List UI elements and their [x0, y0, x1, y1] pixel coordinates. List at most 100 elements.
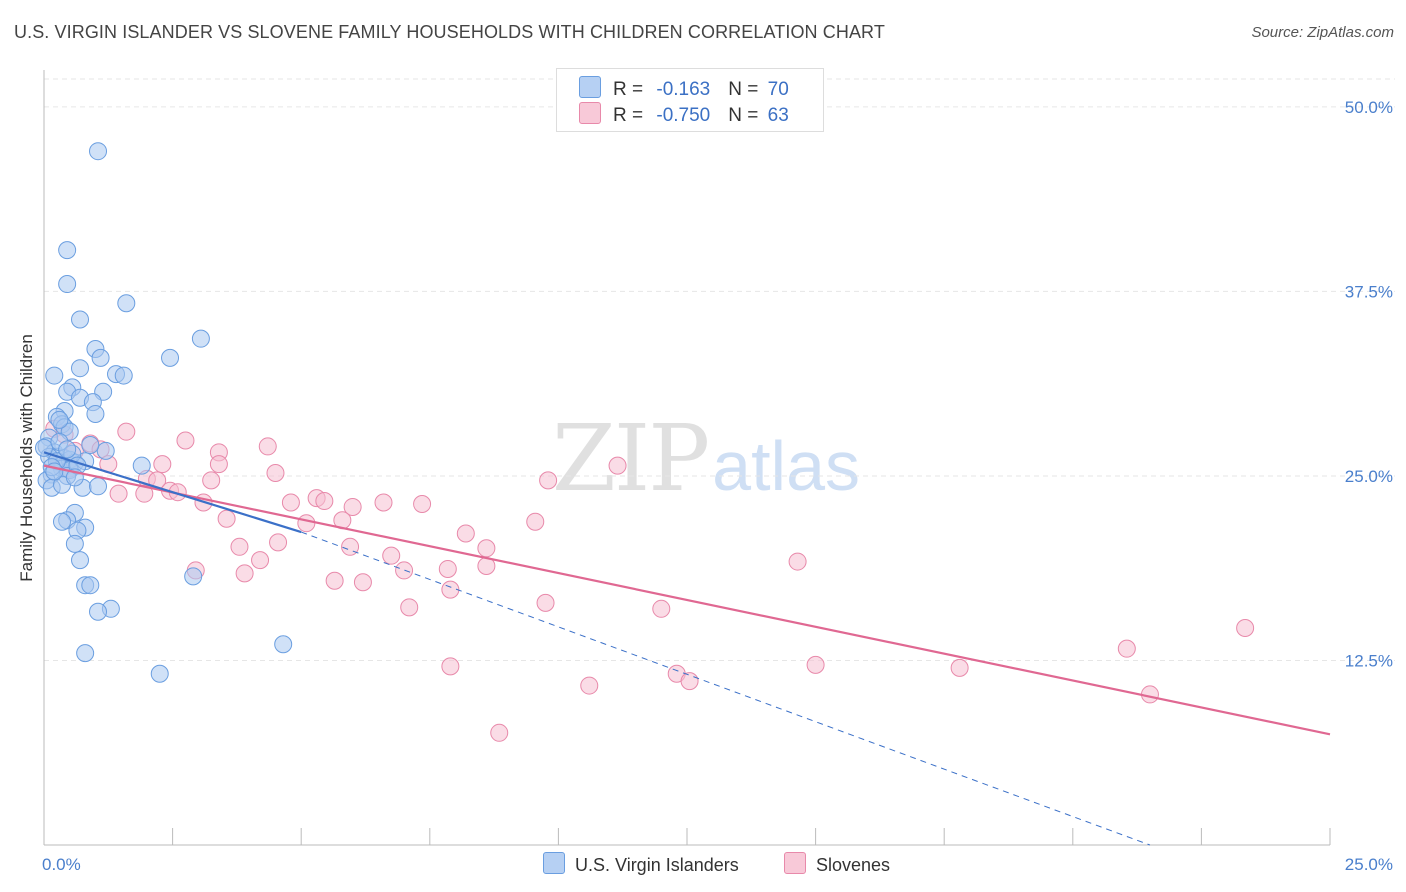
legend-n-value: 70: [767, 79, 789, 100]
slovene-point: [1117, 639, 1136, 658]
virgin-islander-point: [89, 477, 108, 496]
slovene-point: [580, 676, 599, 695]
slovene-point: [1236, 619, 1255, 637]
virgin-islander-point: [114, 366, 133, 385]
y-tick-label: 25.0%: [1345, 467, 1393, 486]
virgin-islander-point: [161, 348, 180, 367]
legend-swatch-blue: [579, 76, 601, 98]
slovene-point: [117, 422, 136, 441]
slovene-point: [153, 455, 172, 474]
slovene-point: [251, 551, 270, 570]
slovene-point: [608, 456, 627, 475]
legend-row-virgin-islanders: R = -0.163 N = 70: [579, 76, 789, 100]
legend-item-virgin-islanders[interactable]: U.S. Virgin Islanders: [543, 852, 739, 876]
virgin-islander-point: [45, 366, 64, 385]
slovene-point: [281, 493, 300, 512]
legend-swatch-blue: [543, 852, 565, 874]
slovene-point: [209, 455, 228, 474]
slovene-point: [176, 431, 195, 450]
virgin-islander-point: [191, 329, 210, 348]
legend-n-label: N =: [728, 79, 764, 100]
legend-n-label: N =: [728, 105, 764, 126]
virgin-islander-point: [184, 567, 203, 586]
y-tick-label: 37.5%: [1345, 282, 1393, 301]
x-tick-label: 25.0%: [1345, 855, 1393, 874]
virgin-islander-point: [81, 576, 100, 595]
slovene-point: [230, 537, 249, 556]
x-tick-label: 0.0%: [42, 855, 81, 874]
legend-r-label: R =: [613, 79, 649, 100]
legend-n-value: 63: [767, 105, 789, 126]
virgin-islander-point: [53, 512, 72, 531]
slovene-point: [297, 514, 316, 533]
virgin-islander-trendline: [43, 451, 302, 534]
slovene-point: [235, 564, 254, 583]
source-label: Source: ZipAtlas.com: [1251, 24, 1394, 41]
legend-r-value: -0.750: [656, 105, 711, 126]
slovene-point: [438, 559, 457, 578]
slovene-point: [217, 509, 236, 528]
slovene-point: [413, 495, 432, 513]
legend-r-label: R =: [613, 105, 649, 126]
virgin-islander-point: [274, 635, 293, 654]
slovene-point: [341, 537, 360, 556]
slovene-point: [490, 723, 509, 742]
chart-title: U.S. VIRGIN ISLANDER VS SLOVENE FAMILY H…: [14, 22, 885, 42]
slovene-point: [680, 672, 699, 691]
legend-item-label: Slovenes: [816, 855, 891, 875]
slovene-point: [400, 598, 419, 617]
virgin-islander-point: [150, 664, 169, 683]
slovene-point: [258, 437, 277, 456]
slovene-point: [788, 552, 807, 571]
slovene-point: [652, 599, 671, 618]
series-legend: U.S. Virgin Islanders Slovenes: [0, 852, 1406, 878]
slovene-point: [343, 497, 362, 516]
watermark-zip: ZIP: [552, 405, 710, 512]
virgin-islander-point: [132, 456, 151, 475]
slovene-point: [477, 539, 496, 558]
legend-item-label: U.S. Virgin Islanders: [575, 855, 739, 875]
slovene-point: [536, 593, 555, 612]
legend-row-slovenes: R = -0.750 N = 63: [579, 102, 789, 126]
slovene-point: [526, 512, 545, 531]
slovene-point: [325, 571, 344, 590]
virgin-islander-point: [35, 438, 53, 457]
virgin-islander-point: [91, 348, 110, 367]
virgin-islander-point: [71, 310, 90, 329]
slovene-point: [539, 471, 558, 490]
virgin-islander-point: [89, 142, 108, 161]
virgin-islander-point: [58, 440, 77, 459]
correlation-legend: R = -0.163 N = 70 R = -0.750 N = 63: [556, 68, 824, 132]
virgin-islander-point: [71, 551, 90, 570]
virgin-islander-point: [76, 644, 95, 663]
legend-swatch-pink: [579, 102, 601, 124]
slovene-point: [135, 484, 154, 503]
slovene-point: [269, 533, 288, 552]
slovene-point: [266, 464, 285, 482]
virgin-islander-point: [58, 275, 77, 294]
legend-item-slovenes[interactable]: Slovenes: [784, 852, 890, 876]
virgin-islander-point: [71, 359, 90, 378]
legend-r-value: -0.163: [656, 79, 711, 100]
virgin-islander-point: [50, 410, 69, 429]
virgin-islander-point: [86, 404, 105, 423]
watermark: ZIPatlas: [552, 405, 860, 512]
y-axis-label: Family Households with Children: [17, 334, 36, 582]
virgin-islander-point: [96, 441, 115, 460]
slovene-point: [950, 658, 969, 677]
virgin-islander-point: [65, 534, 84, 553]
slovene-point: [395, 561, 414, 580]
slovene-point: [109, 484, 128, 503]
slovene-point: [806, 655, 825, 674]
y-tick-label: 50.0%: [1345, 98, 1393, 117]
slovene-point: [374, 493, 393, 512]
virgin-islander-point: [58, 241, 77, 260]
virgin-islander-point: [81, 435, 100, 454]
virgin-islander-trendline-extension: [301, 531, 1151, 846]
y-tick-label: 12.5%: [1345, 651, 1393, 670]
virgin-islander-point: [117, 294, 136, 313]
watermark-atlas: atlas: [712, 427, 861, 505]
slovene-point: [456, 524, 475, 543]
slovene-point: [441, 657, 460, 676]
